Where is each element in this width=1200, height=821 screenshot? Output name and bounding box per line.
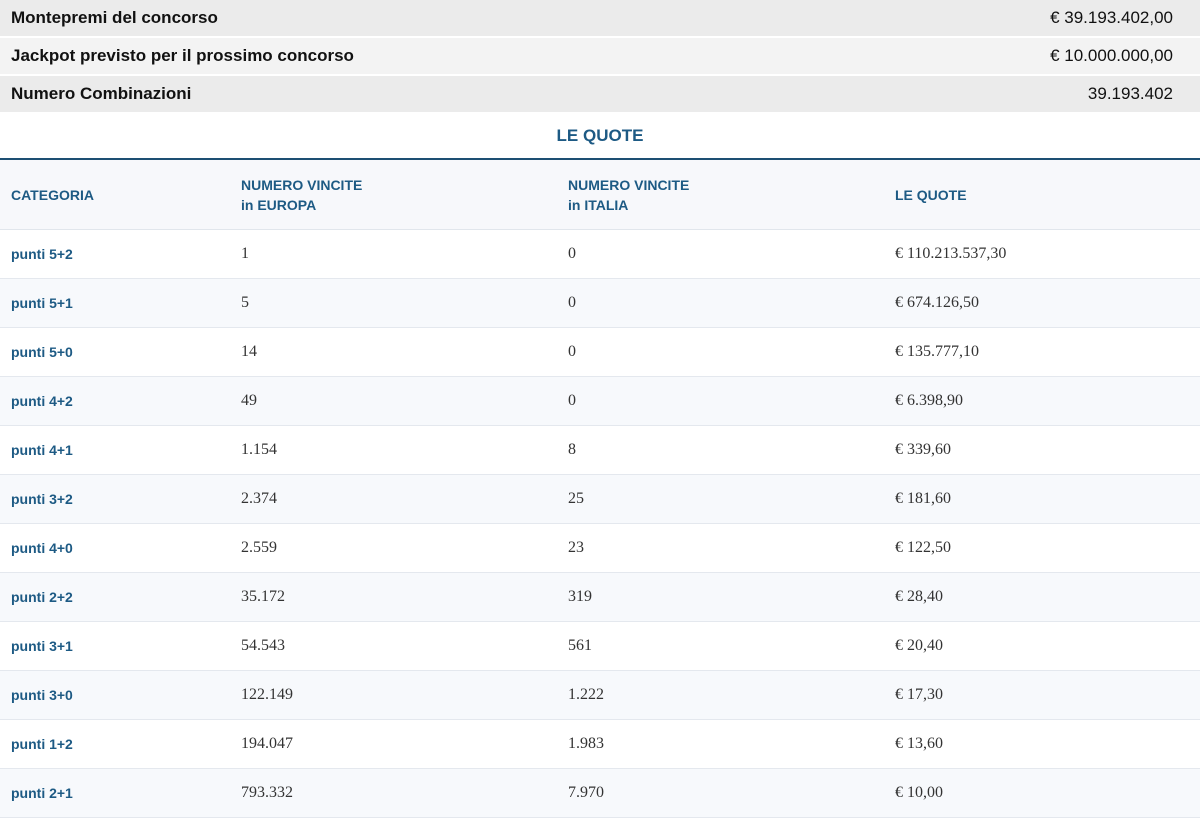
summary-label: Numero Combinazioni: [11, 84, 192, 103]
header-italia-line2: in ITALIA: [568, 196, 629, 213]
cell-vincite-italia: 1.222: [568, 686, 604, 703]
cell-categoria: punti 5+1: [11, 295, 73, 311]
summary-value: € 10.000.000,00: [1050, 46, 1173, 65]
cell-categoria: punti 2+2: [11, 589, 73, 605]
cell-vincite-italia: 1.983: [568, 735, 604, 752]
table-row: punti 2+1 793.332 7.970 € 10,00: [0, 769, 1200, 818]
table-row: punti 1+2 194.047 1.983 € 13,60: [0, 720, 1200, 769]
cell-categoria: punti 2+1: [11, 785, 73, 801]
section-title: LE QUOTE: [0, 114, 1200, 160]
cell-vincite-europa: 122.149: [241, 686, 293, 703]
cell-quota: € 674.126,50: [895, 294, 979, 311]
cell-vincite-europa: 54.543: [241, 637, 285, 654]
summary-row-jackpot: Jackpot previsto per il prossimo concors…: [0, 38, 1200, 76]
cell-categoria: punti 4+2: [11, 393, 73, 409]
cell-categoria: punti 3+2: [11, 491, 73, 507]
cell-quota: € 339,60: [895, 441, 951, 458]
cell-categoria: punti 4+0: [11, 540, 73, 556]
cell-categoria: punti 3+0: [11, 687, 73, 703]
cell-vincite-europa: 49: [241, 392, 257, 409]
cell-vincite-europa: 14: [241, 343, 257, 360]
cell-categoria: punti 5+2: [11, 246, 73, 262]
cell-vincite-italia: 8: [568, 441, 576, 458]
cell-vincite-europa: 793.332: [241, 784, 293, 801]
header-italia: NUMERO VINCITE in ITALIA: [557, 175, 884, 215]
cell-categoria: punti 1+2: [11, 736, 73, 752]
cell-vincite-italia: 7.970: [568, 784, 604, 801]
summary-value: 39.193.402: [1087, 84, 1173, 103]
cell-categoria: punti 3+1: [11, 638, 73, 654]
table-row: punti 4+0 2.559 23 € 122,50: [0, 524, 1200, 573]
header-italia-line1: NUMERO VINCITE: [568, 176, 690, 193]
table-row: punti 5+0 14 0 € 135.777,10: [0, 328, 1200, 377]
quote-table-body: punti 5+2 1 0 € 110.213.537,30 punti 5+1 5 0 € …: [0, 230, 1200, 818]
cell-vincite-italia: 25: [568, 490, 584, 507]
cell-vincite-europa: 194.047: [241, 735, 293, 752]
summary-panel: Montepremi del concorso € 39.193.402,00 …: [0, 0, 1200, 114]
header-europa: NUMERO VINCITE in EUROPA: [230, 175, 557, 215]
summary-label: Montepremi del concorso: [11, 8, 218, 27]
table-row: punti 2+2 35.172 319 € 28,40: [0, 573, 1200, 622]
cell-vincite-europa: 1.154: [241, 441, 277, 458]
cell-vincite-europa: 2.374: [241, 490, 277, 507]
table-row: punti 3+2 2.374 25 € 181,60: [0, 475, 1200, 524]
table-row: punti 4+2 49 0 € 6.398,90: [0, 377, 1200, 426]
table-row: punti 5+2 1 0 € 110.213.537,30: [0, 230, 1200, 279]
cell-vincite-italia: 0: [568, 392, 576, 409]
cell-quota: € 135.777,10: [895, 343, 979, 360]
cell-quota: € 13,60: [895, 735, 943, 752]
header-quote: LE QUOTE: [895, 186, 967, 203]
table-row: punti 3+1 54.543 561 € 20,40: [0, 622, 1200, 671]
cell-vincite-europa: 1: [241, 245, 249, 262]
cell-quota: € 181,60: [895, 490, 951, 507]
header-europa-line1: NUMERO VINCITE: [241, 176, 363, 193]
cell-quota: € 110.213.537,30: [895, 245, 1007, 262]
cell-categoria: punti 5+0: [11, 344, 73, 360]
cell-quota: € 122,50: [895, 539, 951, 556]
cell-vincite-europa: 35.172: [241, 588, 285, 605]
cell-quota: € 10,00: [895, 784, 943, 801]
summary-row-combinazioni: Numero Combinazioni 39.193.402: [0, 76, 1200, 114]
cell-vincite-europa: 2.559: [241, 539, 277, 556]
cell-categoria: punti 4+1: [11, 442, 73, 458]
cell-quota: € 28,40: [895, 588, 943, 605]
cell-quota: € 6.398,90: [895, 392, 963, 409]
header-europa-line2: in EUROPA: [241, 196, 317, 213]
table-row: punti 4+1 1.154 8 € 339,60: [0, 426, 1200, 475]
cell-vincite-italia: 0: [568, 294, 576, 311]
table-row: punti 5+1 5 0 € 674.126,50: [0, 279, 1200, 328]
table-header: CATEGORIA NUMERO VINCITE in EUROPA NUMER…: [0, 160, 1200, 230]
header-categoria: CATEGORIA: [11, 186, 94, 203]
summary-label: Jackpot previsto per il prossimo concors…: [11, 46, 354, 65]
cell-vincite-italia: 23: [568, 539, 584, 556]
cell-vincite-italia: 319: [568, 588, 592, 605]
cell-vincite-italia: 0: [568, 343, 576, 360]
summary-row-montepremi: Montepremi del concorso € 39.193.402,00: [0, 0, 1200, 38]
table-row: punti 3+0 122.149 1.222 € 17,30: [0, 671, 1200, 720]
cell-vincite-italia: 0: [568, 245, 576, 262]
cell-quota: € 20,40: [895, 637, 943, 654]
cell-vincite-italia: 561: [568, 637, 592, 654]
cell-quota: € 17,30: [895, 686, 943, 703]
summary-value: € 39.193.402,00: [1050, 8, 1173, 27]
cell-vincite-europa: 5: [241, 294, 249, 311]
